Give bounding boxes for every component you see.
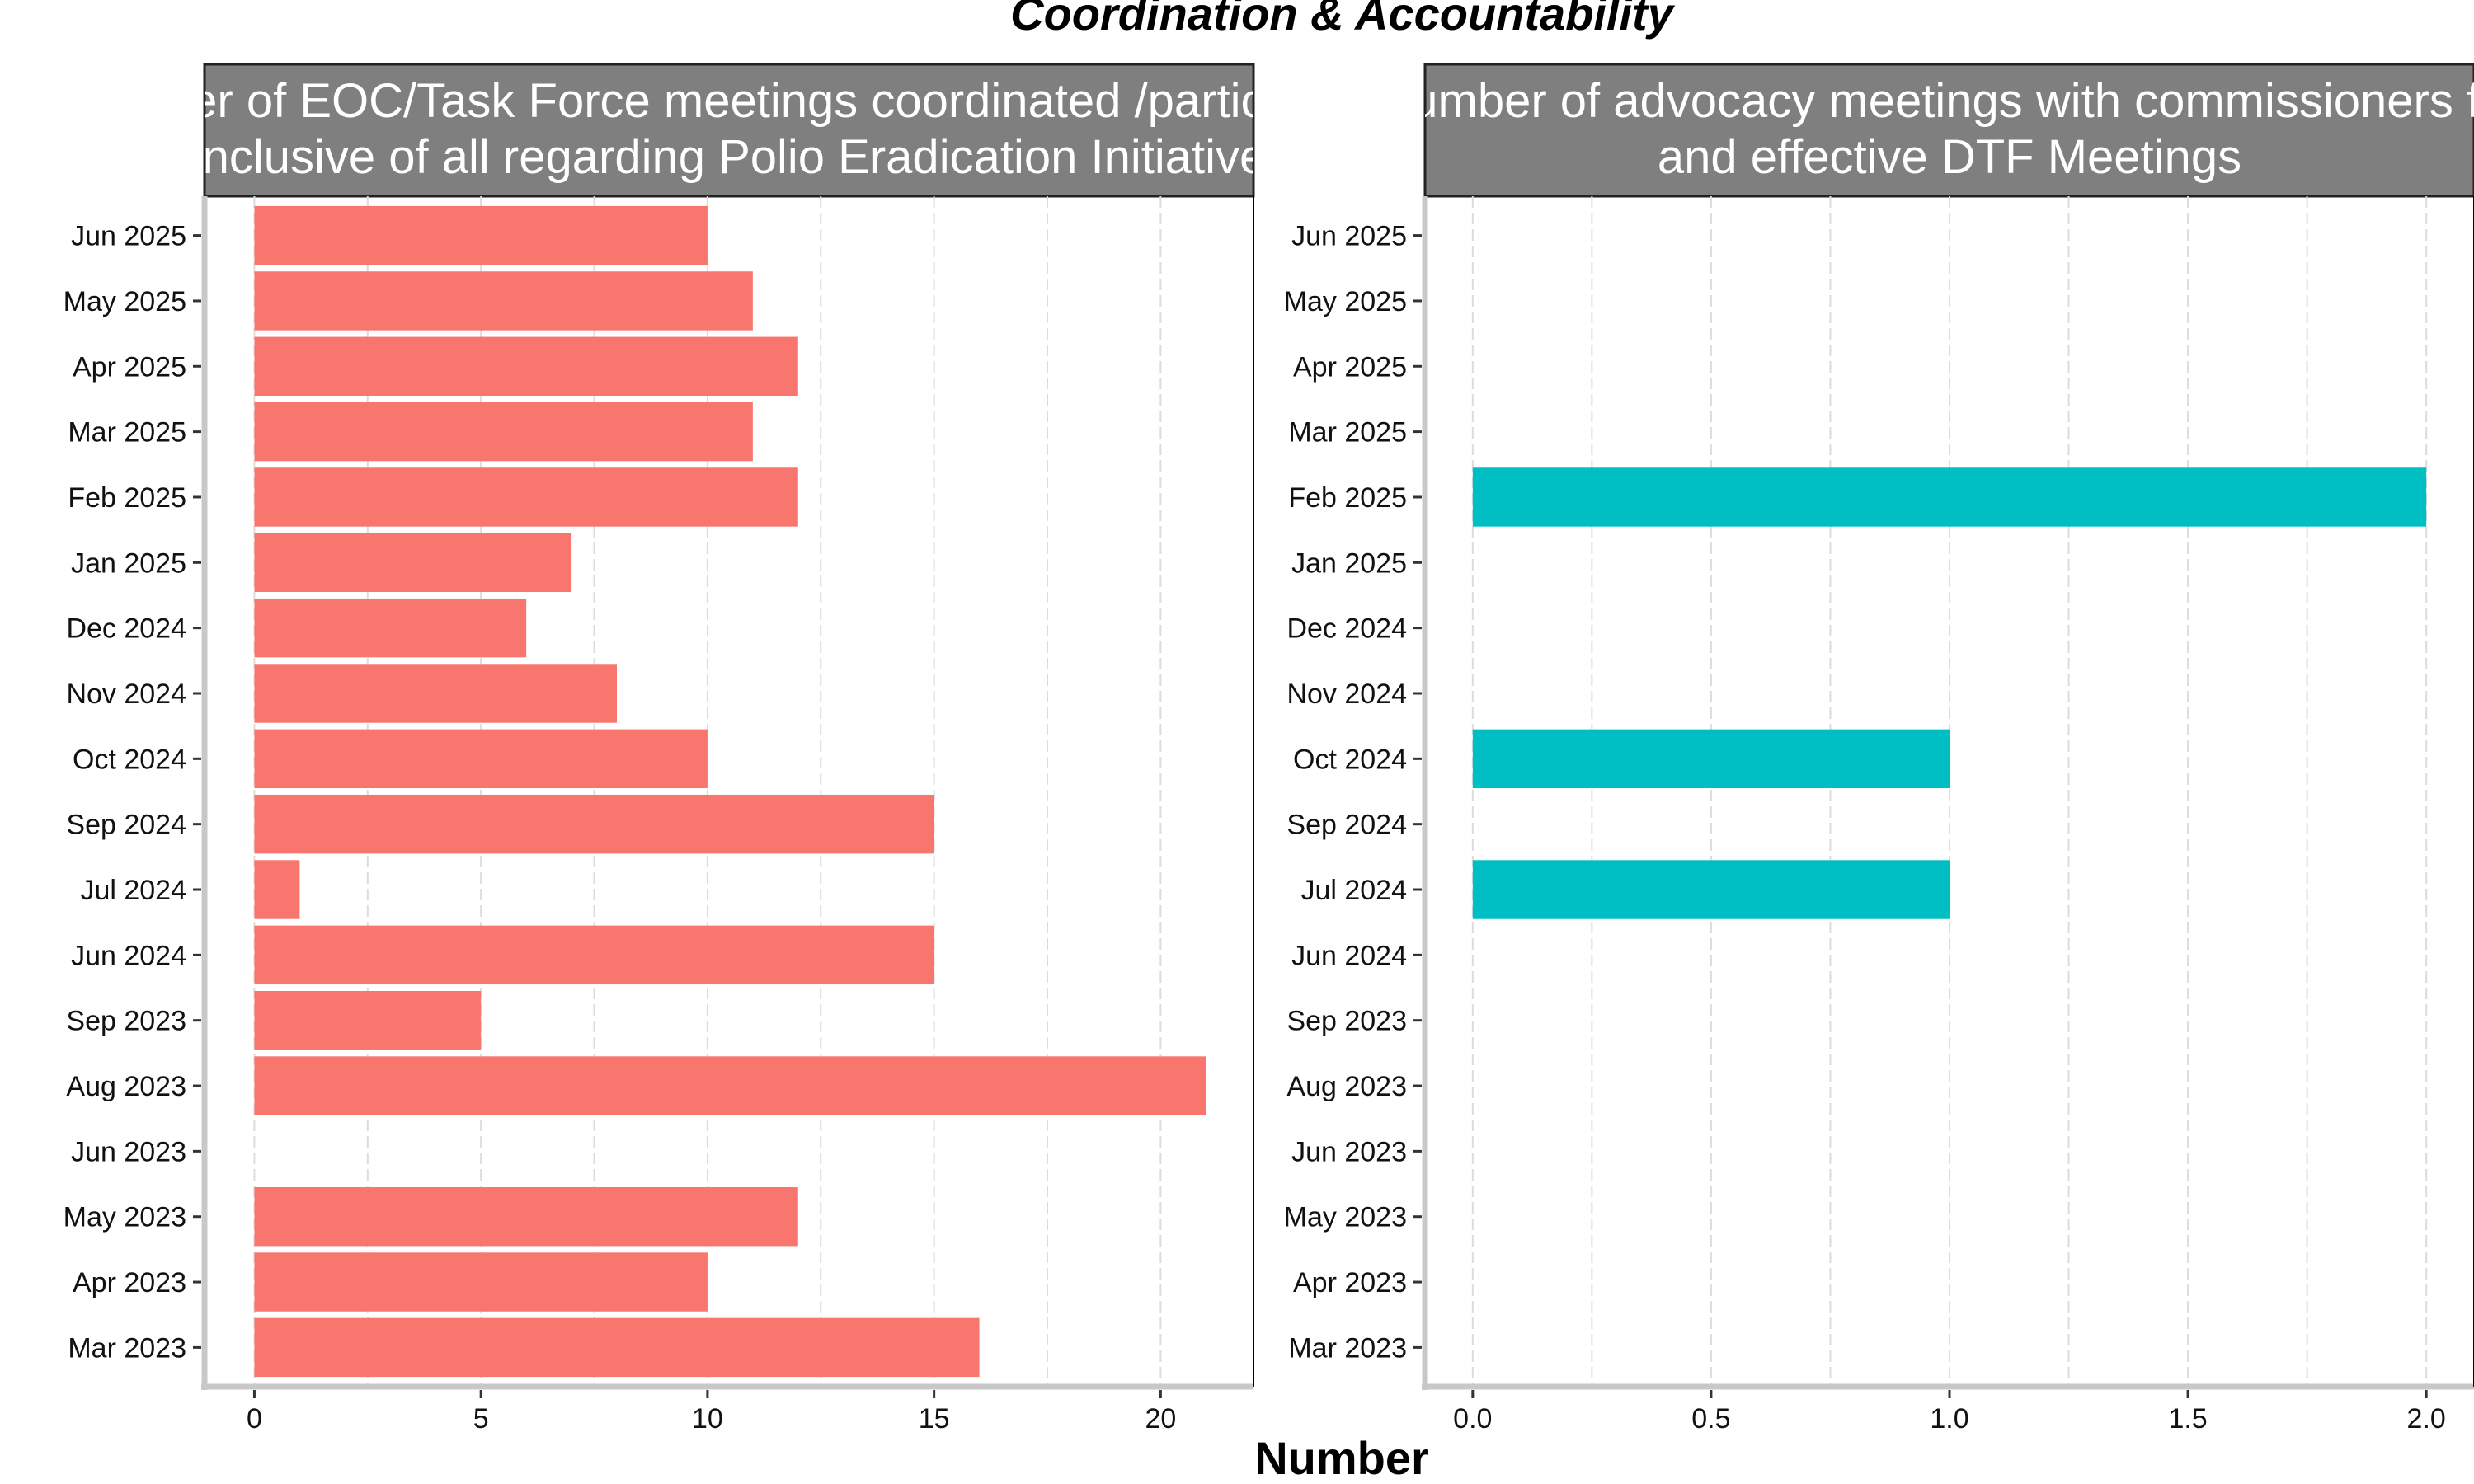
y-tick-label: Jan 2025 — [1291, 547, 1407, 579]
bar-dec-2024 — [254, 598, 527, 658]
y-tick-label: Mar 2023 — [68, 1332, 186, 1364]
y-tick-label: Nov 2024 — [66, 679, 186, 710]
bar-mar-2025 — [254, 402, 753, 462]
x-tick-label: 0 — [247, 1403, 262, 1435]
bar-apr-2023 — [254, 1252, 708, 1312]
y-tick-label: Apr 2023 — [1293, 1267, 1407, 1298]
y-tick-label: Jun 2023 — [71, 1136, 186, 1167]
y-tick-label: Jul 2024 — [1300, 875, 1407, 906]
strip-title-line-1: Number of EOC/Task Force meetings coordi… — [63, 74, 1395, 128]
bar-jun-2024 — [254, 925, 934, 985]
y-tick-label: Dec 2024 — [1286, 613, 1407, 645]
y-tick-label: Jun 2023 — [1291, 1136, 1407, 1167]
y-tick-label: Dec 2024 — [66, 613, 186, 645]
bar-may-2025 — [254, 271, 753, 331]
panel-strip — [203, 63, 1255, 198]
y-tick-label: Sep 2023 — [1286, 1006, 1407, 1037]
y-tick-label: May 2025 — [63, 286, 186, 317]
x-tick-label: 20 — [1145, 1403, 1176, 1435]
x-tick-label: 0.5 — [1691, 1403, 1730, 1435]
y-tick-label: Mar 2025 — [68, 417, 186, 448]
y-tick-label: Jan 2025 — [71, 547, 186, 579]
bar-jun-2025 — [254, 205, 708, 265]
bar-sep-2023 — [254, 990, 482, 1050]
panel-1: Number of EOC/Task Force meetings coordi… — [63, 63, 1395, 1435]
bar-oct-2024 — [1472, 729, 1950, 789]
x-tick-label: 15 — [919, 1403, 950, 1435]
panel-strip — [1423, 63, 2474, 198]
y-tick-label: May 2023 — [63, 1202, 186, 1233]
strip-title-line-1: Number of advocacy meetings with commiss… — [1376, 74, 2474, 128]
bar-nov-2024 — [254, 664, 618, 723]
x-tick-label: 1.0 — [1930, 1403, 1968, 1435]
y-tick-label: Oct 2024 — [1293, 744, 1407, 775]
bar-feb-2025 — [1472, 467, 2427, 527]
strip-text-group: Number of EOC/Task Force meetings coordi… — [63, 74, 1395, 184]
strip-text-group: Number of advocacy meetings with commiss… — [1376, 74, 2474, 184]
bar-aug-2023 — [254, 1056, 1206, 1115]
strip-title-line-2: and effective DTF Meetings — [1658, 130, 2241, 184]
bar-jul-2024 — [1472, 860, 1950, 919]
y-tick-label: May 2025 — [1284, 286, 1407, 317]
x-tick-label: 1.5 — [2168, 1403, 2207, 1435]
bar-feb-2025 — [254, 467, 798, 527]
y-tick-label: Sep 2024 — [1286, 810, 1407, 841]
x-tick-label: 2.0 — [2407, 1403, 2446, 1435]
y-tick-label: May 2023 — [1284, 1202, 1407, 1233]
y-tick-label: Sep 2024 — [66, 810, 186, 841]
y-tick-label: Nov 2024 — [1286, 679, 1407, 710]
x-tick-label: 5 — [473, 1403, 489, 1435]
y-tick-label: Jun 2025 — [1291, 221, 1407, 252]
x-tick-label: 10 — [692, 1403, 723, 1435]
y-tick-label: Aug 2023 — [66, 1071, 186, 1102]
y-tick-label: Apr 2025 — [1293, 351, 1407, 383]
y-tick-label: Jul 2024 — [80, 875, 186, 906]
y-tick-label: Feb 2025 — [68, 482, 186, 514]
y-tick-label: Jun 2025 — [71, 221, 186, 252]
bar-jul-2024 — [254, 860, 300, 919]
y-tick-label: Oct 2024 — [73, 744, 186, 775]
bar-jan-2025 — [254, 533, 572, 593]
x-tick-label: 0.0 — [1453, 1403, 1492, 1435]
y-tick-label: Jun 2024 — [71, 940, 186, 971]
y-tick-label: Mar 2025 — [1288, 417, 1407, 448]
bar-apr-2025 — [254, 336, 798, 396]
y-tick-label: Sep 2023 — [66, 1006, 186, 1037]
y-tick-label: Apr 2023 — [73, 1267, 186, 1298]
y-tick-label: Apr 2025 — [73, 351, 186, 383]
bar-may-2023 — [254, 1187, 798, 1247]
bar-mar-2023 — [254, 1317, 980, 1378]
y-tick-label: Aug 2023 — [1286, 1071, 1407, 1102]
y-tick-label: Feb 2025 — [1288, 482, 1407, 514]
strip-title-line-2: (inclusive of all regarding Polio Eradic… — [176, 130, 1282, 184]
y-tick-label: Mar 2023 — [1288, 1332, 1407, 1364]
x-axis-title: Number — [1254, 1432, 1429, 1484]
y-tick-label: Jun 2024 — [1291, 940, 1407, 971]
chart-title: Coordination & Accountability — [1010, 0, 1676, 40]
panel-2: Number of advocacy meetings with commiss… — [1284, 63, 2474, 1435]
bar-sep-2024 — [254, 794, 934, 854]
bar-oct-2024 — [254, 729, 708, 789]
